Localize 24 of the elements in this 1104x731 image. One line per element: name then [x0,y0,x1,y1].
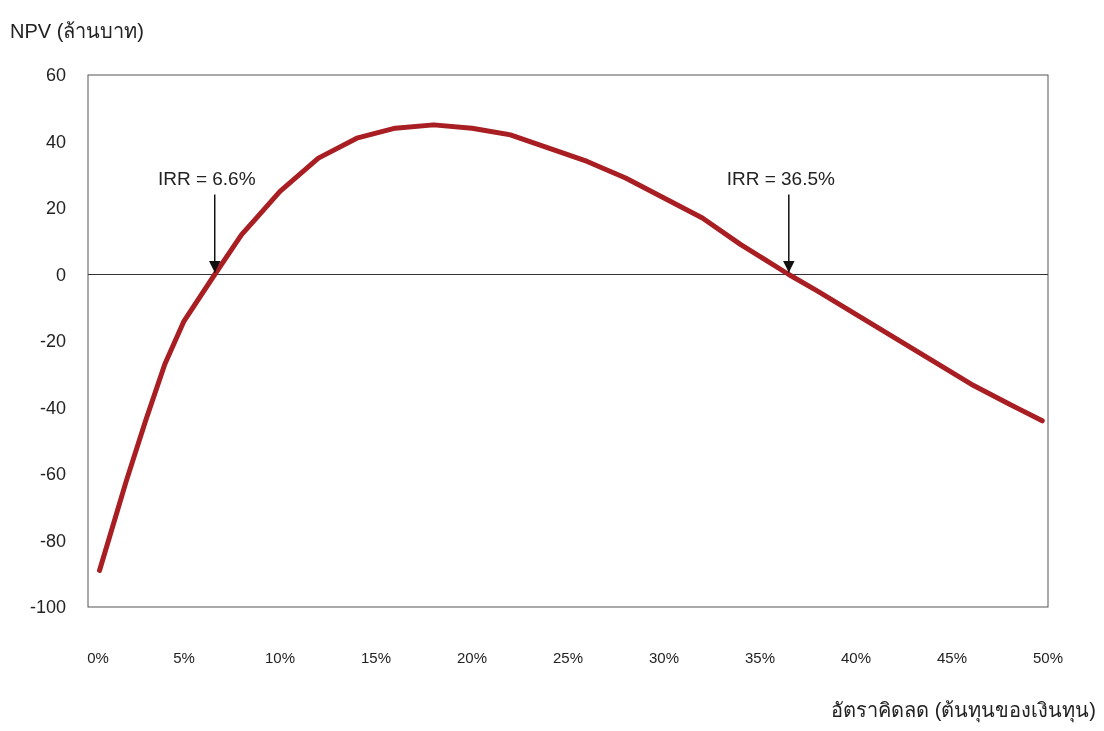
x-tick-label: 30% [648,649,680,666]
y-tick-label: 20 [45,198,66,218]
x-tick-label: 15% [360,649,392,666]
y-tick-label: -40 [39,397,66,418]
y-tick-label: -100 [29,597,66,617]
x-tick-label: 45% [936,649,968,666]
x-tick-label: 35% [744,649,776,666]
y-tick-label: -20 [39,331,66,351]
x-tick-label: 20% [456,649,488,666]
x-tick-label: 0% [87,649,109,666]
y-tick-label: -80 [39,530,66,551]
y-tick-label: 0 [55,264,66,285]
x-tick-label: 25% [552,649,584,666]
x-tick-label: 10% [264,649,296,666]
x-tick-label: 5% [173,649,195,666]
y-tick-label: 40 [45,131,66,152]
annotation: IRR = 6.6% [157,167,256,189]
x-axis-title: อัตราคิดลด (ต้นทุนของเงินทุน) [831,699,1096,723]
x-tick-label: 40% [840,649,872,666]
x-tick-label: 50% [1032,649,1064,666]
y-tick-label: 60 [45,65,66,85]
y-axis-title: NPV (ล้านบาท) [10,20,144,42]
y-tick-label: -60 [39,464,66,484]
annotation: IRR = 36.5% [726,167,836,189]
